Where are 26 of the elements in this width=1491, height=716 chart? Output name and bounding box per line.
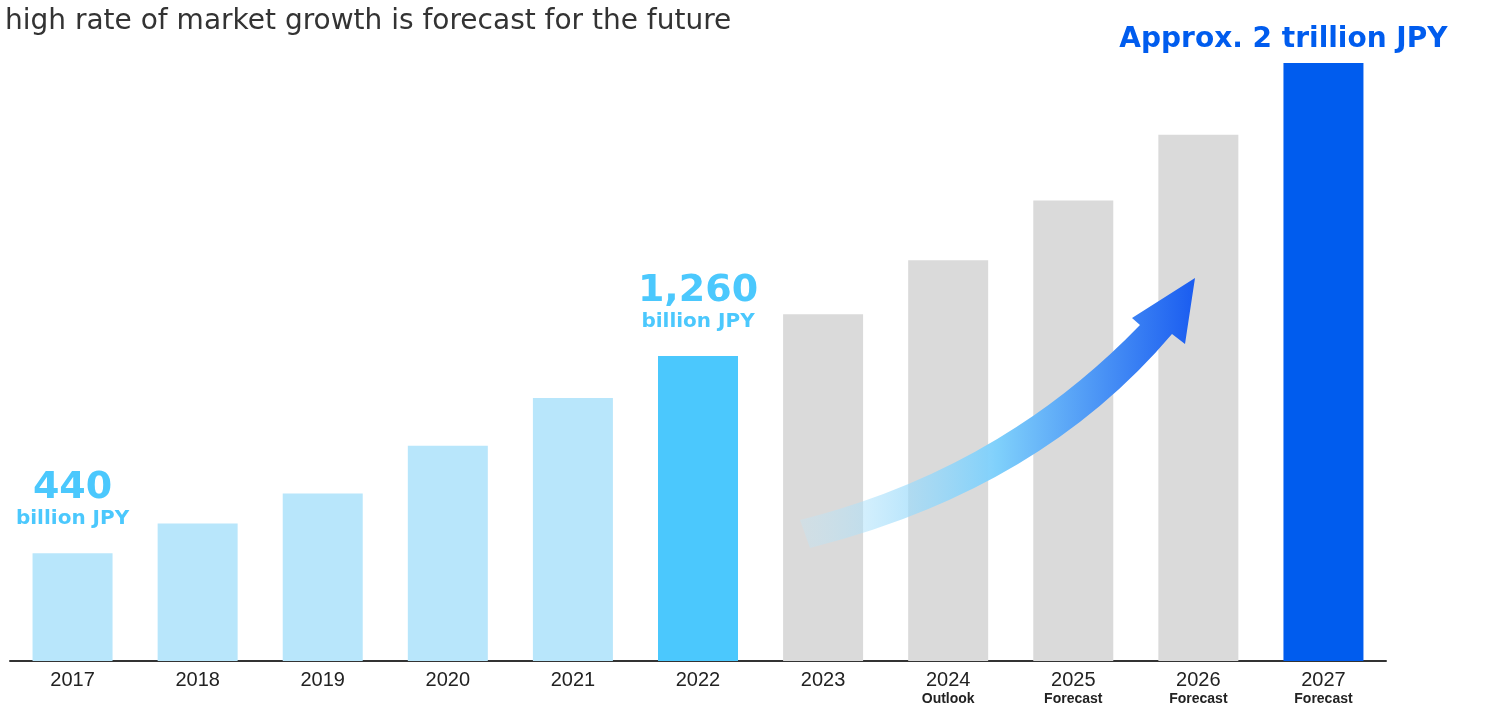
annotation: 1,260 billion JPY xyxy=(637,266,759,333)
x-tick-label: 2025 Forecast xyxy=(1044,668,1103,706)
x-tick-label: 2023 xyxy=(800,668,846,690)
x-tick-label: 2027 Forecast xyxy=(1294,668,1353,706)
x-tick-label: 2018 xyxy=(175,668,220,690)
bar xyxy=(658,356,738,661)
bar xyxy=(32,553,113,661)
bar xyxy=(783,314,864,661)
x-tick-label: 2022 xyxy=(675,668,721,690)
bar xyxy=(908,260,989,661)
x-tick-label: 2019 xyxy=(300,668,345,690)
chart-title: high rate of market growth is forecast for the future xyxy=(5,2,732,36)
annotation: 440 billion JPY xyxy=(15,463,130,530)
x-tick-label: 2021 xyxy=(550,668,596,690)
bar xyxy=(532,397,613,661)
bar xyxy=(1033,200,1114,661)
bar xyxy=(282,493,363,661)
x-tick-label: 2020 xyxy=(425,668,471,690)
bar xyxy=(157,523,238,661)
x-tick-label: 2026 Forecast xyxy=(1169,668,1228,706)
bar xyxy=(1283,63,1364,661)
bar xyxy=(1158,134,1239,661)
bar xyxy=(407,445,488,661)
text: Approx. 2 trillion JPY xyxy=(1119,20,1449,54)
x-tick-label: 2017 xyxy=(50,668,95,690)
x-tick-label: 2024 Outlook xyxy=(921,668,975,706)
